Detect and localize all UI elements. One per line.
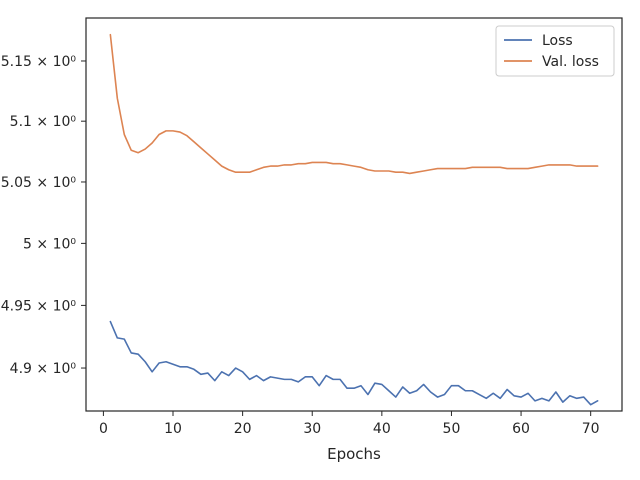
y-tick-label: 5.15 × 10⁰	[1, 54, 77, 70]
x-tick-label: 40	[373, 421, 391, 437]
legend-label: Val. loss	[542, 54, 599, 70]
y-tick-label: 4.95 × 10⁰	[1, 298, 77, 314]
x-tick-label: 70	[582, 421, 600, 437]
y-tick-label: 5 × 10⁰	[23, 236, 76, 252]
plot-background	[86, 18, 622, 411]
y-tick-label: 4.9 × 10⁰	[10, 361, 77, 377]
x-tick-label: 20	[234, 421, 252, 437]
legend-box	[495, 25, 615, 77]
x-tick-label: 30	[303, 421, 321, 437]
y-tick-label: 5.05 × 10⁰	[1, 175, 77, 191]
series-line-val-loss	[109, 33, 599, 175]
series-line-loss	[109, 320, 599, 406]
x-tick-label: 60	[512, 421, 530, 437]
x-tick-label: 50	[443, 421, 461, 437]
y-axis: 4.9 × 10⁰ 4.95 × 10⁰ 5 × 10⁰ 5.05 × 10⁰ 5.1 …	[1, 54, 86, 377]
x-tick-label: 0	[99, 421, 108, 437]
plot-frame	[85, 17, 623, 412]
x-tick-label: 10	[164, 421, 182, 437]
legend-label: Loss	[542, 33, 573, 49]
x-axis-label: Epochs	[327, 445, 381, 463]
series-layer	[109, 33, 599, 406]
legend: Loss Val. loss	[495, 25, 615, 77]
y-tick-label: 5.1 × 10⁰	[10, 114, 77, 130]
x-axis: 0 10 20 30 40 50 60 70	[99, 411, 600, 437]
